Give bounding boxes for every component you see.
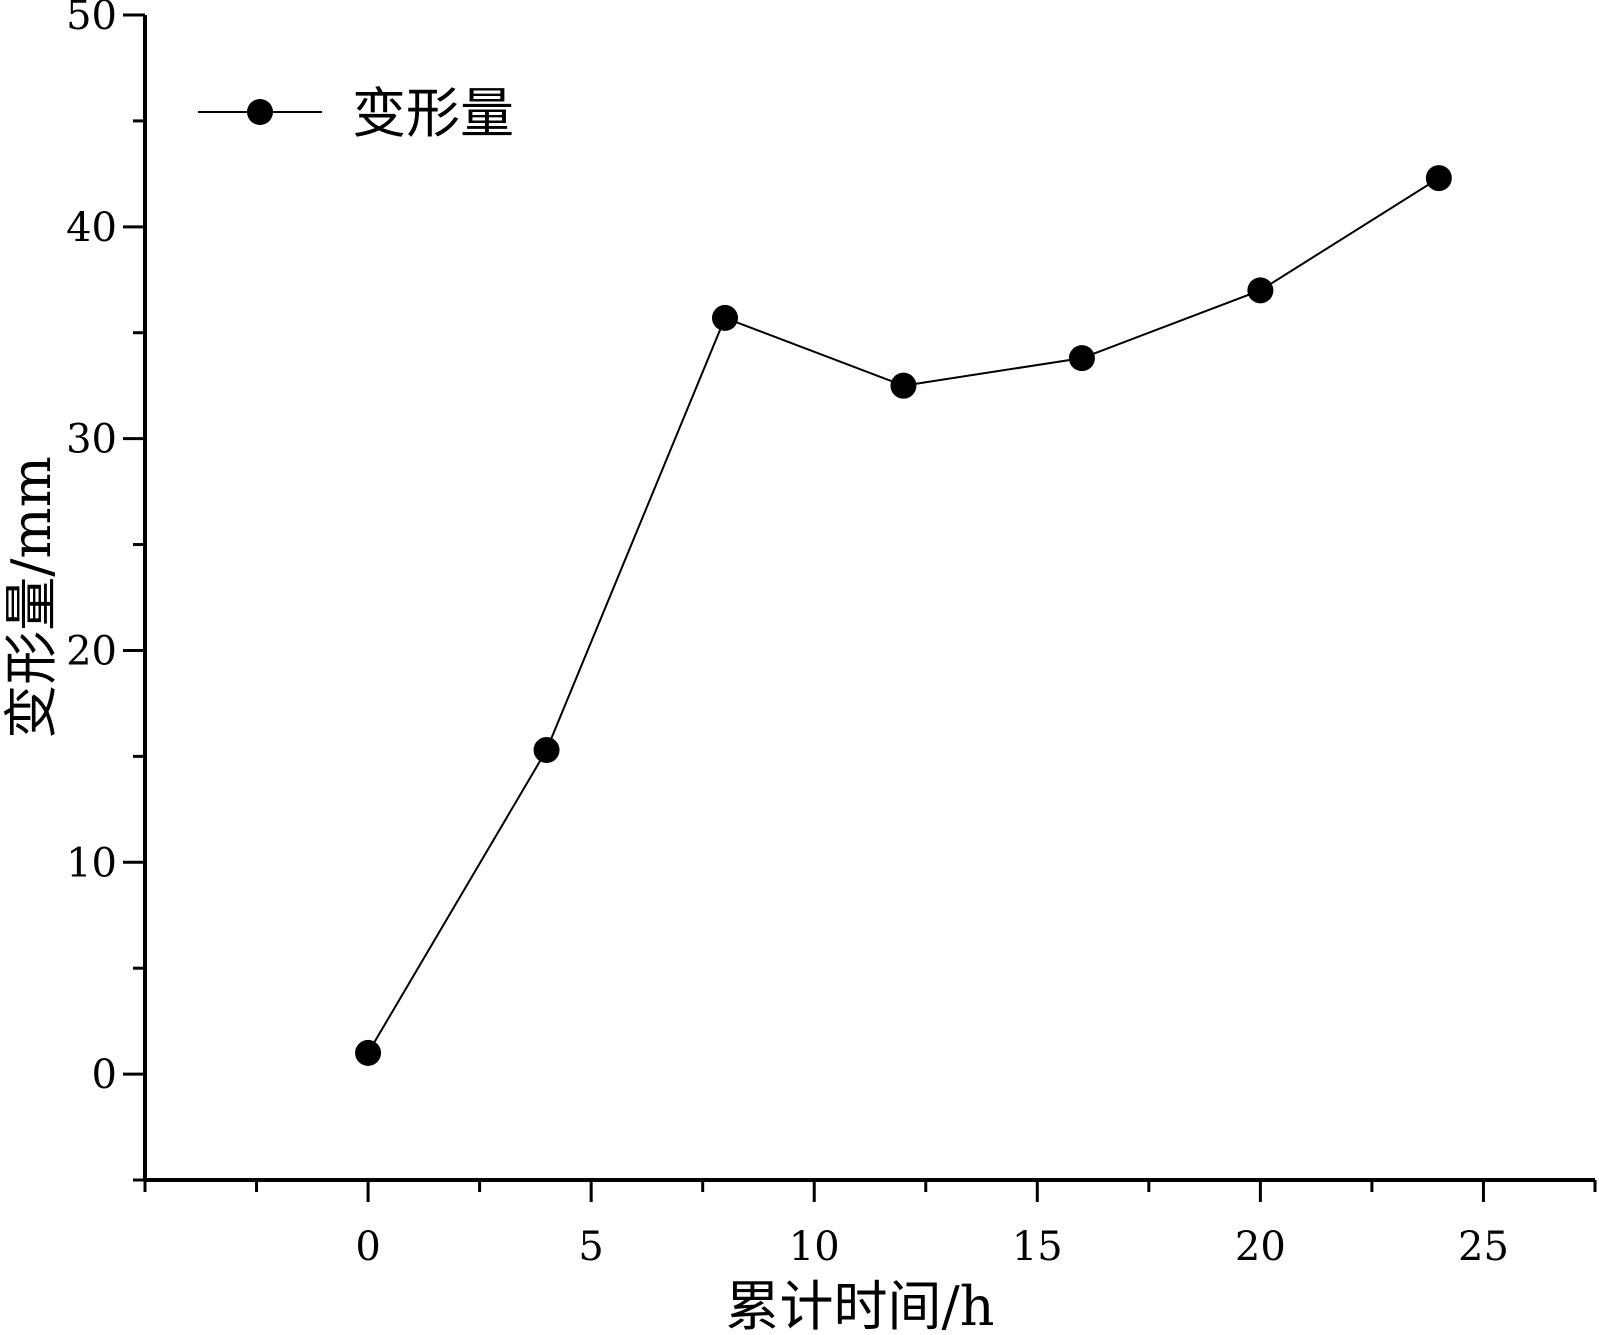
data-point xyxy=(533,737,560,764)
axes xyxy=(143,15,1595,1182)
data-point xyxy=(890,372,917,399)
series-line xyxy=(367,177,1440,1054)
data-point xyxy=(1425,165,1452,192)
y-tick-label: 20 xyxy=(66,628,117,674)
legend: 变形量 xyxy=(198,82,514,145)
y-tick-label: 50 xyxy=(66,0,117,39)
data-point xyxy=(1068,345,1095,372)
x-axis-title: 累计时间/h xyxy=(726,1275,995,1335)
x-tick-label: 5 xyxy=(578,1224,603,1270)
y-axis-title: 变形量/mm xyxy=(0,456,63,739)
data-point xyxy=(355,1039,382,1066)
x-tick-label: 20 xyxy=(1235,1224,1286,1270)
y-tick-label: 10 xyxy=(66,840,117,886)
x-tick-label: 25 xyxy=(1458,1224,1509,1270)
data-point xyxy=(1247,277,1274,304)
y-tick-label: 30 xyxy=(66,417,117,463)
y-tick-label: 40 xyxy=(66,205,117,251)
y-tick-label: 0 xyxy=(92,1052,117,1098)
legend-label: 变形量 xyxy=(352,82,514,145)
data-point xyxy=(712,304,738,331)
legend-marker xyxy=(247,99,273,125)
ticks: 0 10 20 30 40 50 0 5 10 15 20 25 xyxy=(66,0,1597,1270)
x-tick-label: 10 xyxy=(789,1224,840,1270)
x-tick-label: 0 xyxy=(355,1224,380,1270)
x-tick-label: 15 xyxy=(1012,1224,1063,1270)
series xyxy=(355,165,1452,1066)
